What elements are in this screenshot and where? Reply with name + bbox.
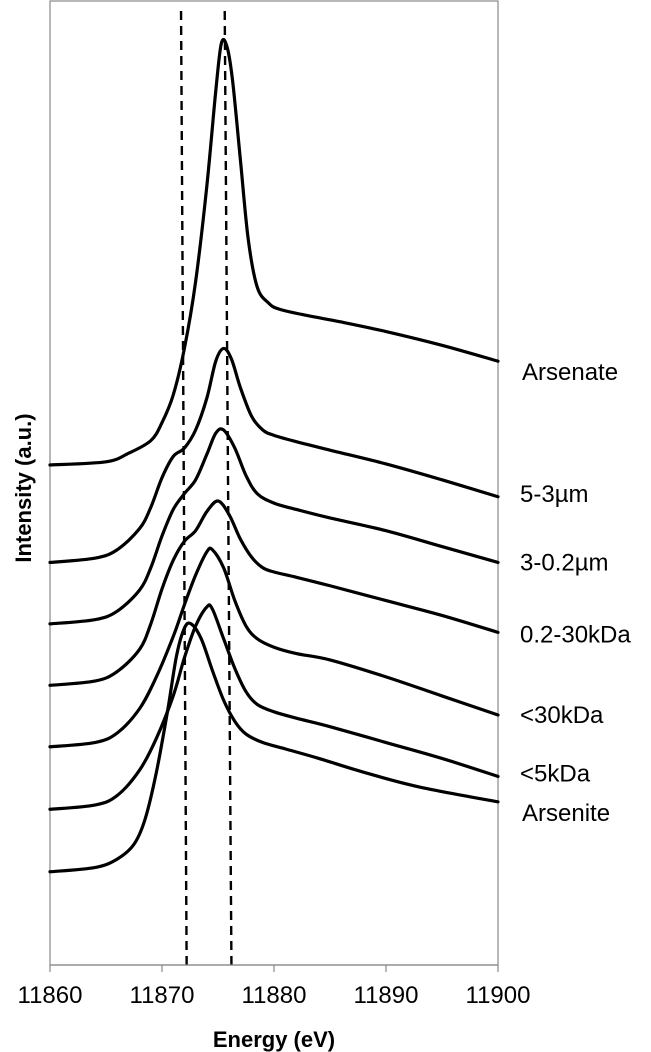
spectrum-line-3 — [48, 427, 500, 626]
series-label-1: Arsenate — [522, 359, 618, 386]
spectrum-line-2 — [48, 346, 500, 565]
x-tick-label-2: 11870 — [130, 982, 195, 1009]
reference-line-2 — [223, 10, 233, 966]
series-label-4: 0.2-30kDa — [520, 621, 631, 648]
spectrum-line-5 — [48, 546, 500, 749]
spectrum-line-1 — [48, 37, 500, 467]
x-tick-label-1: 11860 — [18, 982, 83, 1009]
reference-lines — [179, 10, 233, 966]
x-tick-label-5: 11900 — [466, 982, 531, 1009]
series-label-2: 5-3µm — [520, 481, 589, 508]
series-label-7: Arsenite — [522, 800, 610, 827]
series-label-5: <30kDa — [520, 702, 604, 729]
x-tick-label-4: 11890 — [354, 982, 419, 1009]
series-labels: Arsenate 5-3µm 3-0.2µm 0.2-30kDa <30kDa <5kDa… — [520, 359, 631, 827]
spectrum-line-7 — [48, 621, 500, 874]
y-axis-title: Intensity (a.u.) — [11, 413, 36, 562]
x-axis-title: Energy (eV) — [213, 1027, 335, 1052]
plot-frame — [49, 0, 499, 966]
spectra — [48, 37, 500, 874]
x-tick-label-3: 11880 — [242, 982, 307, 1009]
spectrum-line-4 — [48, 499, 500, 687]
reference-line-1 — [179, 10, 188, 966]
x-axis: 11860 11870 11880 11890 11900 — [18, 964, 531, 1009]
series-label-6: <5kDa — [520, 760, 591, 787]
spectrum-line-6 — [48, 603, 500, 811]
series-label-3: 3-0.2µm — [520, 549, 609, 576]
